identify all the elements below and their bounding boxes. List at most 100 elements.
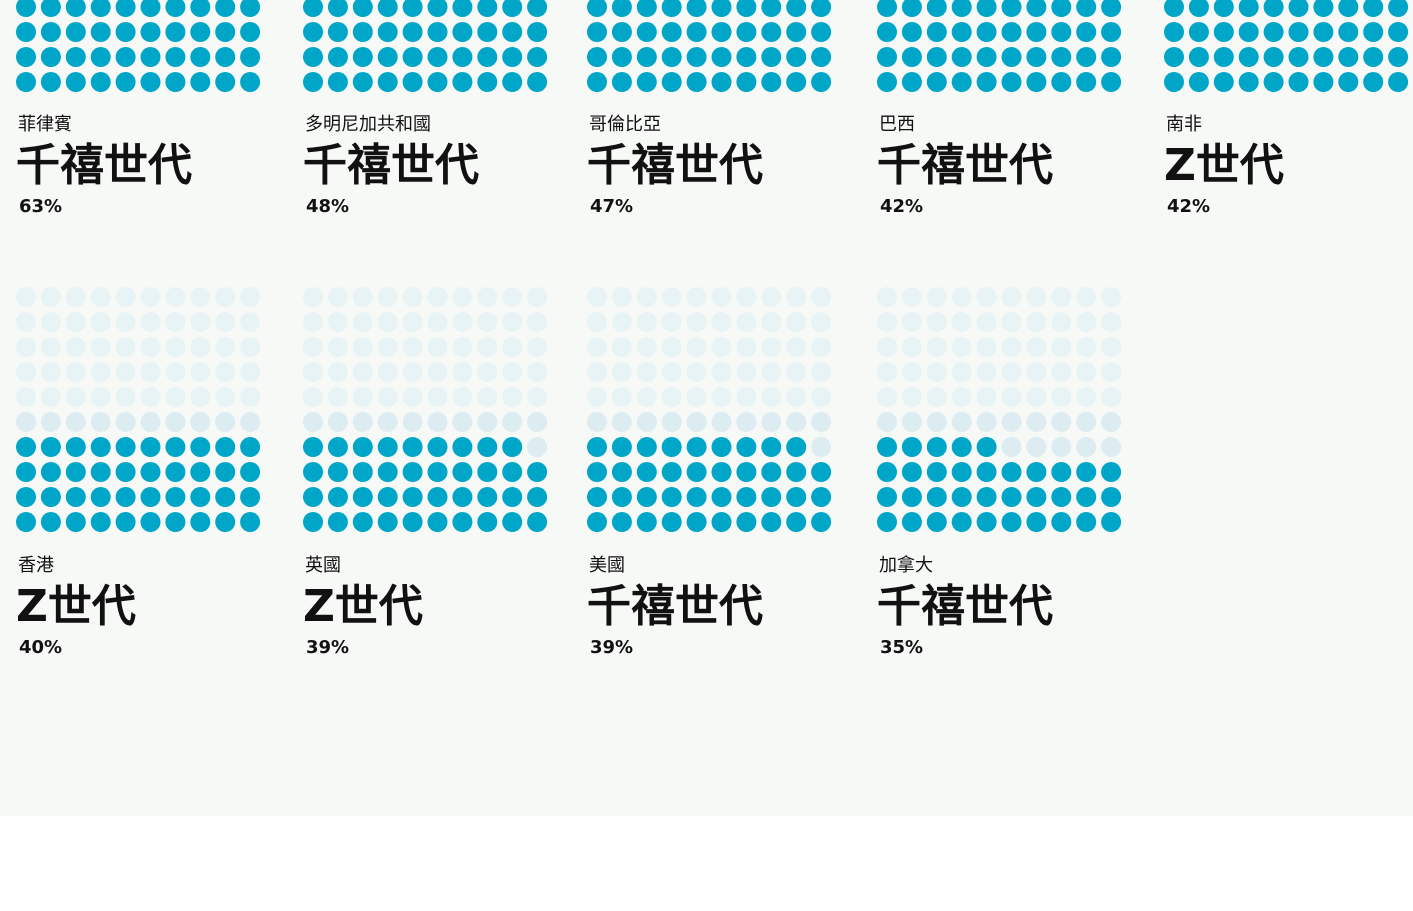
dot-empty	[16, 412, 36, 432]
dot-filled	[477, 487, 498, 507]
dot-empty	[402, 337, 423, 357]
dot-empty	[611, 362, 632, 382]
dot-filled	[327, 437, 348, 457]
dot-empty	[427, 337, 448, 357]
dot-empty	[611, 337, 632, 357]
dot-empty	[190, 412, 211, 432]
generation: 千禧世代	[587, 581, 763, 632]
dot-filled	[611, 462, 632, 482]
dot-filled	[711, 72, 732, 92]
dot-filled	[327, 487, 348, 507]
dot-filled	[1101, 487, 1122, 507]
dot-filled	[140, 437, 161, 457]
dot-filled	[16, 512, 36, 532]
dot-empty	[377, 412, 398, 432]
dot-filled	[477, 72, 498, 92]
dot-filled	[190, 47, 211, 67]
dot-empty	[587, 337, 607, 357]
dot-filled	[1051, 0, 1072, 17]
dot-empty	[877, 412, 897, 432]
dot-empty	[951, 387, 972, 407]
dot-empty	[661, 312, 682, 332]
dot-empty	[901, 362, 922, 382]
dot-empty	[661, 412, 682, 432]
dot-empty	[711, 312, 732, 332]
dot-filled	[502, 462, 523, 482]
dot-filled	[40, 22, 61, 42]
dot-empty	[327, 312, 348, 332]
dot-empty	[240, 287, 261, 307]
dot-filled	[352, 72, 373, 92]
dot-filled	[951, 462, 972, 482]
percent: 48%	[306, 196, 349, 217]
dot-empty	[427, 287, 448, 307]
dot-empty	[427, 312, 448, 332]
dot-filled	[926, 487, 947, 507]
dot-empty	[1076, 437, 1097, 457]
dot-empty	[926, 312, 947, 332]
dot-filled	[1001, 47, 1022, 67]
dot-filled	[40, 72, 61, 92]
dot-filled	[736, 487, 757, 507]
dot-filled	[686, 22, 707, 42]
dot-empty	[736, 387, 757, 407]
dot-empty	[115, 287, 136, 307]
dot-filled	[427, 22, 448, 42]
dot-filled	[587, 437, 607, 457]
dot-filled	[786, 512, 807, 532]
dot-filled	[761, 437, 782, 457]
dot-filled	[215, 22, 236, 42]
dot-empty	[115, 387, 136, 407]
dot-filled	[377, 512, 398, 532]
dot-filled	[686, 487, 707, 507]
dot-filled	[1238, 22, 1259, 42]
dot-empty	[190, 312, 211, 332]
dot-empty	[377, 362, 398, 382]
dot-filled	[976, 0, 997, 17]
dot-empty	[587, 362, 607, 382]
dot-filled	[90, 487, 111, 507]
dot-empty	[976, 312, 997, 332]
dot-filled	[636, 487, 657, 507]
dot-filled	[877, 487, 897, 507]
dot-empty	[352, 337, 373, 357]
dot-empty	[1101, 337, 1122, 357]
dot-empty	[352, 412, 373, 432]
dot-filled	[1026, 487, 1047, 507]
dot-filled	[901, 462, 922, 482]
dot-empty	[215, 412, 236, 432]
dot-empty	[811, 387, 832, 407]
dot-filled	[611, 0, 632, 17]
dot-empty	[477, 387, 498, 407]
dot-empty	[427, 387, 448, 407]
dot-empty	[452, 312, 473, 332]
dot-filled	[215, 462, 236, 482]
dot-filled	[1288, 47, 1309, 67]
dot-empty	[502, 412, 523, 432]
dot-empty	[40, 337, 61, 357]
dot-empty	[1051, 387, 1072, 407]
dot-empty	[786, 362, 807, 382]
dot-empty	[327, 337, 348, 357]
dot-empty	[240, 387, 261, 407]
dot-empty	[1001, 312, 1022, 332]
dot-empty	[951, 312, 972, 332]
dot-filled	[611, 512, 632, 532]
dot-filled	[1388, 47, 1409, 67]
dot-empty	[477, 337, 498, 357]
dot-empty	[16, 287, 36, 307]
dot-filled	[240, 462, 261, 482]
dot-empty	[352, 287, 373, 307]
dot-filled	[611, 22, 632, 42]
dot-filled	[1001, 462, 1022, 482]
dot-empty	[877, 337, 897, 357]
dot-filled	[452, 437, 473, 457]
dot-filled	[65, 487, 86, 507]
dot-empty	[951, 362, 972, 382]
dot-empty	[240, 312, 261, 332]
dot-empty	[477, 412, 498, 432]
dot-filled	[951, 0, 972, 17]
dot-filled	[165, 22, 186, 42]
dot-empty	[901, 387, 922, 407]
